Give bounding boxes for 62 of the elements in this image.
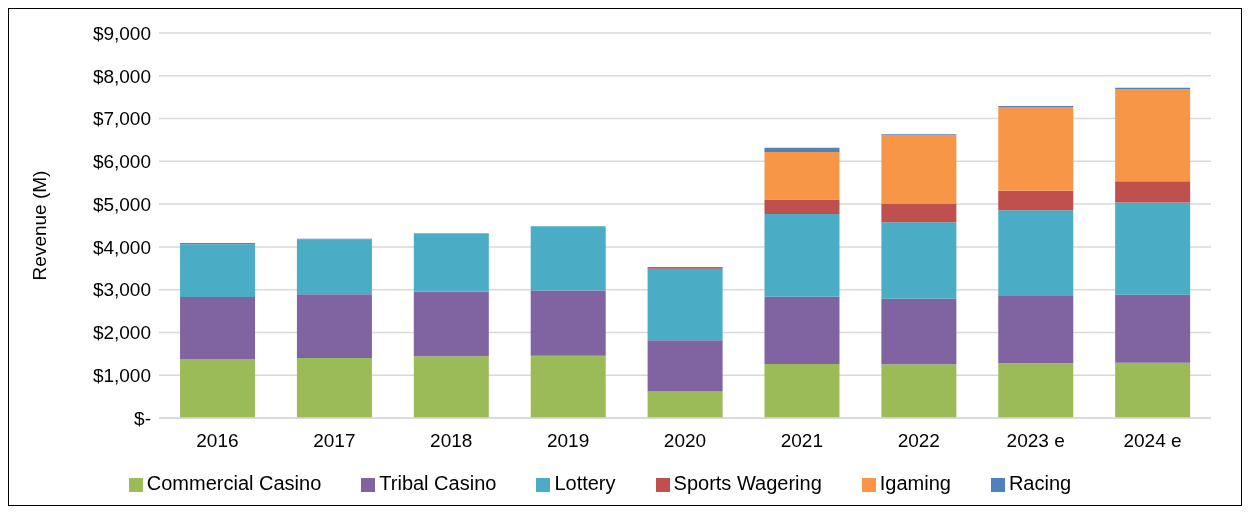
x-tick-label: 2022: [897, 430, 940, 452]
bar: [1115, 181, 1191, 203]
legend-label: Racing: [1008, 472, 1072, 494]
y-tick-label: $9,000: [92, 22, 151, 44]
legend-label: Igaming: [879, 472, 951, 494]
y-tick-label: $-: [134, 407, 151, 429]
y-axis-title: Revenue (M): [28, 170, 50, 281]
bar: [180, 358, 256, 418]
bar: [413, 233, 489, 292]
x-tick-label: 2021: [780, 430, 824, 452]
bar: [998, 363, 1074, 418]
bar: [413, 291, 489, 357]
bar: [413, 356, 489, 418]
bar: [881, 135, 957, 204]
y-tick-label: $1,000: [92, 364, 151, 386]
bar: [764, 151, 840, 200]
bar: [647, 391, 723, 418]
bar: [764, 296, 840, 364]
bar: [296, 358, 372, 418]
bar: [881, 222, 957, 299]
bar: [764, 363, 840, 418]
bar: [1115, 202, 1191, 295]
bar: [998, 210, 1074, 297]
x-tick-label: 2017: [313, 430, 356, 452]
bar: [647, 340, 723, 392]
bar: [998, 190, 1074, 211]
x-tick-label: 2020: [663, 430, 707, 452]
bar: [764, 147, 840, 152]
bar: [998, 107, 1074, 191]
legend-label: Commercial Casino: [146, 472, 322, 494]
bar: [881, 364, 957, 418]
y-tick-label: $3,000: [92, 279, 151, 301]
bar: [1115, 294, 1191, 363]
bar: [1115, 89, 1191, 182]
y-tick-label: $4,000: [92, 236, 151, 258]
legend-label: Lottery: [554, 472, 616, 494]
y-tick-label: $8,000: [92, 65, 151, 87]
legend-label: Sports Wagering: [673, 472, 822, 494]
x-tick-label: 2024 e: [1123, 430, 1182, 452]
bar: [881, 203, 957, 223]
x-tick-label: 2019: [546, 430, 590, 452]
bar: [296, 294, 372, 359]
bar: [530, 226, 606, 291]
bar: [764, 199, 840, 214]
bar: [180, 244, 256, 297]
bar: [530, 355, 606, 418]
y-tick-label: $7,000: [92, 108, 151, 130]
x-tick-label: 2018: [430, 430, 473, 452]
bar: [647, 269, 723, 341]
bar: [1115, 362, 1191, 418]
y-tick-label: $2,000: [92, 322, 151, 344]
bar: [764, 213, 840, 297]
bar: [881, 298, 957, 365]
bar: [296, 239, 372, 295]
bar: [530, 290, 606, 356]
y-tick-label: $6,000: [92, 151, 151, 173]
legend-label: Tribal Casino: [379, 472, 497, 494]
x-tick-label: 2023 e: [1006, 430, 1065, 452]
bar: [998, 296, 1074, 364]
x-tick-label: 2016: [196, 430, 239, 452]
bar: [180, 296, 256, 359]
y-tick-label: $5,000: [92, 193, 151, 215]
